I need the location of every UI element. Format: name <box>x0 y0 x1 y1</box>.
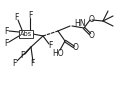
Text: O: O <box>89 31 95 41</box>
Text: F: F <box>30 60 34 69</box>
Text: F: F <box>28 12 32 21</box>
Text: F: F <box>4 26 8 36</box>
Text: F: F <box>12 58 16 67</box>
Text: O: O <box>89 14 95 24</box>
Text: Abs: Abs <box>20 31 32 37</box>
Text: F: F <box>14 14 18 22</box>
Text: F: F <box>48 41 52 50</box>
Text: F: F <box>4 38 8 48</box>
Bar <box>19 30 33 38</box>
Text: HO: HO <box>52 48 64 58</box>
Text: HN: HN <box>74 19 86 29</box>
Text: O: O <box>73 43 79 53</box>
Text: F: F <box>20 51 24 60</box>
